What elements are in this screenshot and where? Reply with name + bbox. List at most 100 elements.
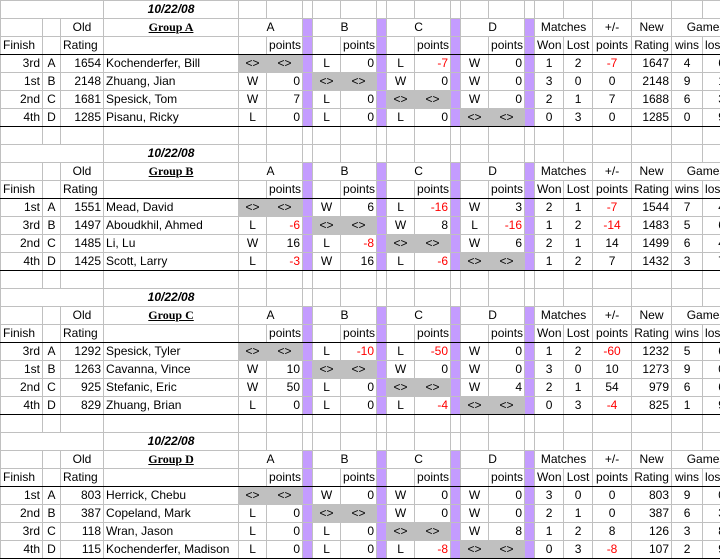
- empty-cell[interactable]: [489, 415, 525, 433]
- empty-cell[interactable]: [104, 325, 239, 343]
- games-losses-cell[interactable]: 9: [703, 109, 720, 127]
- lost-cell[interactable]: 2: [564, 343, 593, 361]
- empty-cell[interactable]: [43, 415, 61, 433]
- games-wins-cell[interactable]: 3: [672, 523, 703, 541]
- player-name-cell[interactable]: Kochenderfer, Bill: [104, 55, 239, 73]
- empty-cell[interactable]: [377, 145, 387, 163]
- empty-cell[interactable]: [525, 433, 535, 451]
- games-wins-cell[interactable]: 3: [672, 253, 703, 271]
- rating-header[interactable]: Rating: [61, 37, 104, 55]
- opponent-c-points[interactable]: -4: [415, 397, 451, 415]
- separator[interactable]: [525, 343, 535, 361]
- points-change-cell[interactable]: 0: [593, 73, 632, 91]
- points-header[interactable]: points: [593, 181, 632, 199]
- new-rating-cell[interactable]: 1432: [632, 253, 672, 271]
- opponent-c-result[interactable]: L: [387, 343, 415, 361]
- separator[interactable]: [451, 19, 461, 37]
- empty-cell[interactable]: [415, 289, 451, 307]
- lost-header[interactable]: Lost: [564, 325, 593, 343]
- separator[interactable]: [451, 253, 461, 271]
- lost-cell[interactable]: 3: [564, 109, 593, 127]
- empty-cell[interactable]: [43, 163, 61, 181]
- empty-cell[interactable]: [377, 289, 387, 307]
- empty-cell[interactable]: [535, 145, 564, 163]
- opponent-c-result[interactable]: <>: [387, 91, 415, 109]
- opponent-a-points[interactable]: <>: [267, 343, 303, 361]
- points-header[interactable]: points: [593, 37, 632, 55]
- empty-cell[interactable]: [1, 415, 43, 433]
- empty-cell[interactable]: [415, 415, 451, 433]
- empty-cell[interactable]: [303, 415, 313, 433]
- empty-cell[interactable]: [1, 271, 43, 289]
- empty-cell[interactable]: [489, 127, 525, 145]
- separator[interactable]: [525, 541, 535, 559]
- points-header[interactable]: points: [267, 469, 303, 487]
- opponent-d-points[interactable]: 0: [489, 505, 525, 523]
- player-name-cell[interactable]: Mead, David: [104, 199, 239, 217]
- opponent-b-header[interactable]: B: [313, 451, 377, 469]
- empty-cell[interactable]: [461, 127, 489, 145]
- empty-cell[interactable]: [535, 289, 564, 307]
- won-cell[interactable]: 3: [535, 73, 564, 91]
- empty-cell[interactable]: [1, 289, 104, 307]
- opponent-c-points[interactable]: 8: [415, 217, 451, 235]
- opponent-b-points[interactable]: 0: [341, 109, 377, 127]
- finish-cell[interactable]: 2nd: [1, 235, 43, 253]
- separator[interactable]: [451, 505, 461, 523]
- opponent-b-result[interactable]: L: [313, 109, 341, 127]
- separator[interactable]: [303, 361, 313, 379]
- separator[interactable]: [303, 253, 313, 271]
- points-change-cell[interactable]: -14: [593, 217, 632, 235]
- separator[interactable]: [451, 469, 461, 487]
- games-wins-cell[interactable]: 0: [672, 109, 703, 127]
- opponent-c-result[interactable]: L: [387, 199, 415, 217]
- matches-header[interactable]: Matches: [535, 307, 593, 325]
- losses-header[interactable]: losses: [703, 37, 720, 55]
- opponent-b-points[interactable]: 16: [341, 253, 377, 271]
- separator[interactable]: [451, 379, 461, 397]
- opponent-b-result[interactable]: L: [313, 541, 341, 559]
- points-change-cell[interactable]: 0: [593, 505, 632, 523]
- opponent-d-points[interactable]: 0: [489, 55, 525, 73]
- finish-cell[interactable]: 1st: [1, 487, 43, 505]
- empty-cell[interactable]: [61, 271, 104, 289]
- empty-cell[interactable]: [672, 127, 703, 145]
- games-wins-cell[interactable]: 7: [672, 199, 703, 217]
- lost-cell[interactable]: 1: [564, 235, 593, 253]
- player-name-cell[interactable]: Cavanna, Vince: [104, 361, 239, 379]
- empty-cell[interactable]: [564, 127, 593, 145]
- opponent-b-points[interactable]: 0: [341, 397, 377, 415]
- empty-cell[interactable]: [525, 289, 535, 307]
- empty-cell[interactable]: [377, 1, 387, 19]
- empty-cell[interactable]: [703, 433, 720, 451]
- opponent-c-points[interactable]: 0: [415, 361, 451, 379]
- separator[interactable]: [525, 19, 535, 37]
- lost-cell[interactable]: 1: [564, 91, 593, 109]
- points-change-cell[interactable]: 54: [593, 379, 632, 397]
- separator[interactable]: [303, 379, 313, 397]
- separator[interactable]: [303, 109, 313, 127]
- lost-cell[interactable]: 3: [564, 397, 593, 415]
- points-header[interactable]: points: [341, 469, 377, 487]
- opponent-a-result[interactable]: <>: [239, 487, 267, 505]
- empty-cell[interactable]: [303, 271, 313, 289]
- empty-cell[interactable]: [461, 469, 489, 487]
- empty-cell[interactable]: [313, 325, 341, 343]
- points-change-cell[interactable]: 14: [593, 235, 632, 253]
- new-rating-cell[interactable]: 1285: [632, 109, 672, 127]
- opponent-c-points[interactable]: 0: [415, 109, 451, 127]
- old-rating-cell[interactable]: 1285: [61, 109, 104, 127]
- separator[interactable]: [525, 397, 535, 415]
- separator[interactable]: [525, 37, 535, 55]
- empty-cell[interactable]: [1, 19, 43, 37]
- seed-cell[interactable]: D: [43, 253, 61, 271]
- opponent-a-points[interactable]: 10: [267, 361, 303, 379]
- won-header[interactable]: Won: [535, 325, 564, 343]
- opponent-a-result[interactable]: W: [239, 73, 267, 91]
- points-header[interactable]: points: [267, 37, 303, 55]
- finish-cell[interactable]: 2nd: [1, 91, 43, 109]
- empty-cell[interactable]: [43, 469, 61, 487]
- separator[interactable]: [303, 523, 313, 541]
- empty-cell[interactable]: [461, 415, 489, 433]
- points-header[interactable]: points: [267, 181, 303, 199]
